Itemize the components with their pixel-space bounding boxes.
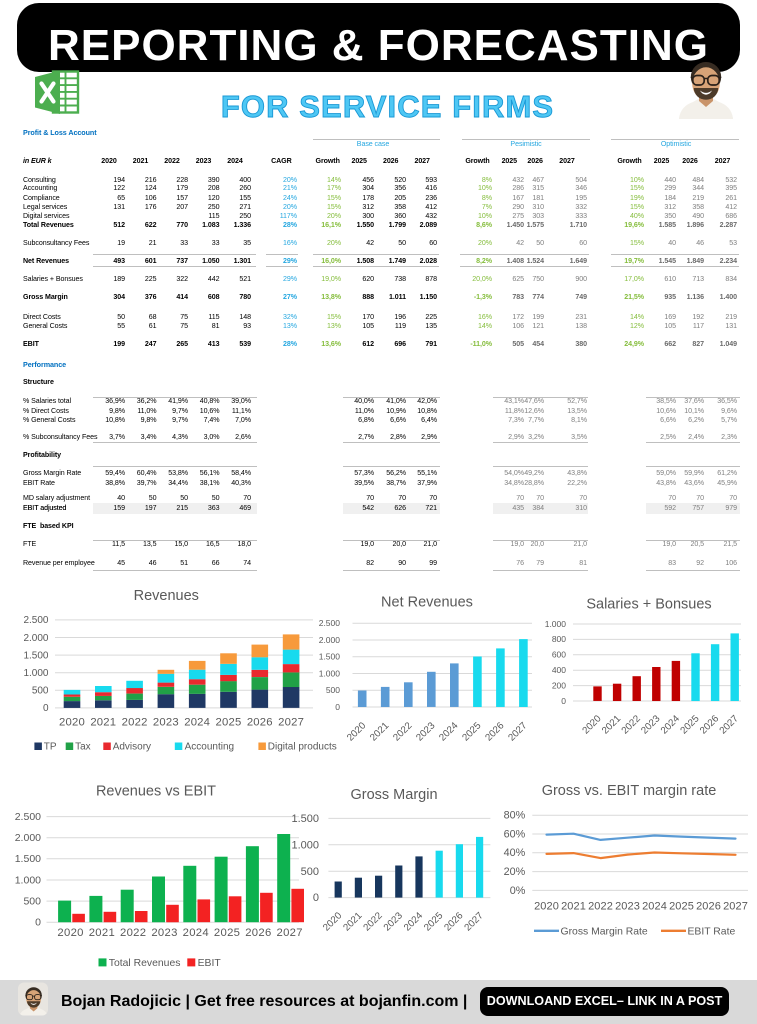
svg-text:2022: 2022 xyxy=(391,720,414,743)
svg-text:0: 0 xyxy=(313,892,319,904)
svg-text:2.000: 2.000 xyxy=(23,633,48,644)
svg-text:2023: 2023 xyxy=(414,720,438,744)
svg-text:600: 600 xyxy=(552,650,566,660)
svg-text:0%: 0% xyxy=(510,885,526,897)
svg-text:0: 0 xyxy=(43,703,49,714)
svg-text:1.500: 1.500 xyxy=(291,813,319,825)
svg-text:200: 200 xyxy=(552,680,566,690)
svg-text:2026: 2026 xyxy=(483,720,507,744)
svg-text:2027: 2027 xyxy=(506,720,529,743)
svg-text:500: 500 xyxy=(23,896,41,908)
svg-text:2.500: 2.500 xyxy=(319,618,341,628)
svg-text:2022: 2022 xyxy=(122,717,148,729)
svg-text:Revenues vs EBIT: Revenues vs EBIT xyxy=(96,784,216,800)
svg-text:1.000: 1.000 xyxy=(545,619,567,629)
svg-text:2021: 2021 xyxy=(561,901,586,913)
svg-text:Net Revenues: Net Revenues xyxy=(381,595,473,611)
svg-text:Revenues: Revenues xyxy=(134,588,199,604)
svg-text:Salaries + Bonsues: Salaries + Bonsues xyxy=(586,597,711,613)
svg-text:2027: 2027 xyxy=(463,910,486,933)
svg-text:40%: 40% xyxy=(504,847,526,859)
svg-text:2024: 2024 xyxy=(183,927,209,939)
svg-text:2021: 2021 xyxy=(90,717,116,729)
svg-text:2027: 2027 xyxy=(723,901,748,913)
svg-text:1.000: 1.000 xyxy=(23,668,48,679)
svg-text:2027: 2027 xyxy=(277,927,303,939)
svg-text:2024: 2024 xyxy=(437,720,461,744)
svg-text:1.500: 1.500 xyxy=(319,652,341,662)
svg-text:2025: 2025 xyxy=(216,717,242,729)
svg-text:2027: 2027 xyxy=(718,713,741,736)
svg-text:Gross Margin Rate: Gross Margin Rate xyxy=(561,926,648,937)
svg-text:2022: 2022 xyxy=(620,713,643,736)
svg-text:60%: 60% xyxy=(504,828,526,840)
svg-text:Gross Margin: Gross Margin xyxy=(350,787,437,803)
svg-text:2023: 2023 xyxy=(615,901,640,913)
svg-text:2021: 2021 xyxy=(368,720,391,743)
svg-text:2022: 2022 xyxy=(120,927,146,939)
svg-text:2021: 2021 xyxy=(341,910,364,933)
svg-text:1.500: 1.500 xyxy=(23,650,48,661)
svg-text:1.000: 1.000 xyxy=(319,668,341,678)
svg-text:1.000: 1.000 xyxy=(291,839,319,851)
svg-text:2023: 2023 xyxy=(639,713,663,737)
svg-text:80%: 80% xyxy=(504,810,526,822)
svg-text:Total Revenues: Total Revenues xyxy=(109,958,181,969)
svg-text:2020: 2020 xyxy=(580,713,604,737)
svg-text:500: 500 xyxy=(326,685,340,695)
svg-text:0: 0 xyxy=(335,702,340,712)
svg-text:2020: 2020 xyxy=(57,927,83,939)
svg-text:2024: 2024 xyxy=(659,713,683,737)
svg-text:2027: 2027 xyxy=(278,717,304,729)
svg-text:Advisory: Advisory xyxy=(113,742,151,753)
svg-text:400: 400 xyxy=(552,665,566,675)
svg-text:Gross vs. EBIT margin rate: Gross vs. EBIT margin rate xyxy=(542,783,717,799)
svg-text:2020: 2020 xyxy=(59,717,85,729)
svg-text:20%: 20% xyxy=(504,866,526,878)
svg-text:Accounting: Accounting xyxy=(185,742,234,753)
svg-text:2022: 2022 xyxy=(588,901,613,913)
svg-text:2.500: 2.500 xyxy=(15,811,41,823)
svg-text:2023: 2023 xyxy=(382,910,406,934)
svg-text:EBIT Rate: EBIT Rate xyxy=(688,926,736,937)
svg-text:2023: 2023 xyxy=(153,717,179,729)
svg-text:2026: 2026 xyxy=(698,713,722,737)
svg-text:2024: 2024 xyxy=(402,910,426,934)
svg-text:500: 500 xyxy=(32,686,49,697)
svg-text:2025: 2025 xyxy=(422,910,446,934)
svg-text:2024: 2024 xyxy=(184,717,210,729)
svg-text:Tax: Tax xyxy=(75,742,91,753)
svg-text:2026: 2026 xyxy=(442,910,466,934)
svg-text:2025: 2025 xyxy=(678,713,702,737)
svg-text:2024: 2024 xyxy=(642,901,667,913)
svg-text:2023: 2023 xyxy=(151,927,177,939)
svg-text:0: 0 xyxy=(35,917,41,929)
svg-text:2020: 2020 xyxy=(534,901,559,913)
svg-text:2025: 2025 xyxy=(669,901,694,913)
svg-text:2025: 2025 xyxy=(214,927,240,939)
svg-text:2026: 2026 xyxy=(696,901,721,913)
svg-text:TP: TP xyxy=(44,742,57,753)
svg-text:2.500: 2.500 xyxy=(23,615,48,626)
svg-text:Digital products: Digital products xyxy=(268,742,337,753)
svg-text:0: 0 xyxy=(561,696,566,706)
svg-text:2.000: 2.000 xyxy=(15,832,41,844)
svg-text:2026: 2026 xyxy=(245,927,271,939)
svg-text:1.000: 1.000 xyxy=(15,874,41,886)
svg-text:2026: 2026 xyxy=(247,717,273,729)
svg-text:2022: 2022 xyxy=(362,910,385,933)
svg-text:1.500: 1.500 xyxy=(15,853,41,865)
svg-text:500: 500 xyxy=(301,866,319,878)
svg-text:2021: 2021 xyxy=(89,927,115,939)
svg-text:2020: 2020 xyxy=(345,720,369,744)
svg-text:2025: 2025 xyxy=(460,720,484,744)
svg-text:2020: 2020 xyxy=(321,910,345,934)
svg-text:EBIT: EBIT xyxy=(198,958,222,969)
svg-text:2021: 2021 xyxy=(600,713,623,736)
svg-text:2.000: 2.000 xyxy=(319,635,341,645)
svg-text:800: 800 xyxy=(552,634,566,644)
